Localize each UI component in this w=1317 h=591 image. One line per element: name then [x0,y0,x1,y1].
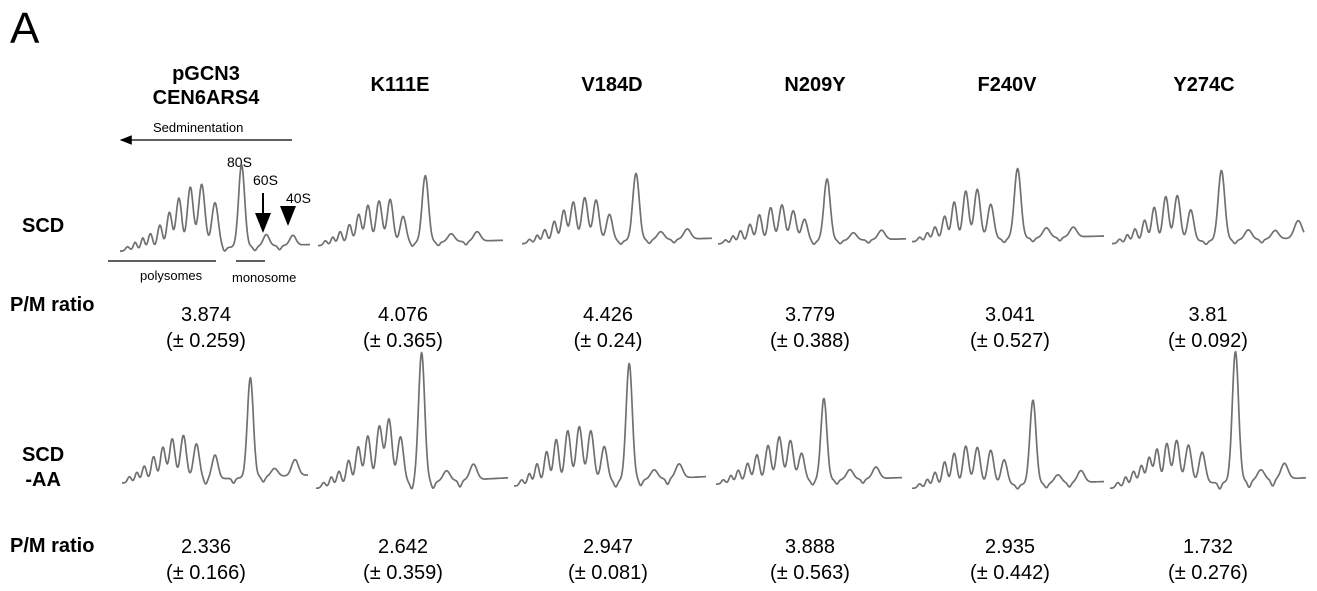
ratio-value: 3.888 [784,536,836,558]
column-header-line1: pGCN3 [172,63,240,85]
ratio-sd: (± 0.563) [770,562,850,584]
ratio-scd-k111e: 4.076 (± 0.365) [303,302,503,354]
peak-label-60s: 60S [253,172,278,188]
polysome-trace-aa-pgcn3 [121,376,309,485]
ratio-value: 3.81 [1188,304,1228,326]
polysome-trace-scd-n209y [717,178,907,246]
polysome-trace-aa-f240v [911,399,1105,490]
ratio-value: 2.336 [180,536,232,558]
column-header-pgcn3: pGCN3 CEN6ARS4 [106,62,306,110]
ratio-sd: (± 0.24) [573,330,643,352]
column-header-line2: CEN6ARS4 [152,87,260,109]
ratio-scd-f240v: 3.041 (± 0.527) [910,302,1110,354]
row-label-scd-aa: SCD -AA [22,443,64,493]
ratio-scd-y274c: 3.81 (± 0.092) [1108,302,1308,354]
ratio-aa-y274c: 1.732 (± 0.276) [1108,534,1308,586]
polysome-trace-scd-k111e [317,174,504,247]
ratio-sd: (± 0.092) [1168,330,1248,352]
monosome-label: monosome [232,270,297,285]
ratio-sd: (± 0.276) [1168,562,1248,584]
ratio-sd: (± 0.081) [568,562,648,584]
column-header-y274c: Y274C [1173,74,1235,96]
ratio-scd-n209y: 3.779 (± 0.388) [710,302,910,354]
column-header-k111e: K111E [370,74,430,96]
column-header-f240v: F240V [977,74,1037,96]
ratio-value: 1.732 [1182,536,1234,558]
ratio-scd-pgcn3: 3.874 (± 0.259) [106,302,306,354]
ratio-sd: (± 0.259) [166,330,246,352]
ratio-sd: (± 0.527) [970,330,1050,352]
panel-label: A [10,4,40,53]
column-header-n209y: N209Y [784,74,846,96]
ratio-value: 3.041 [984,304,1036,326]
ratio-label-scd: P/M ratio [10,294,95,316]
polysome-trace-aa-v184d [513,362,707,488]
ratio-value: 2.947 [582,536,634,558]
peak-label-40s: 40S [286,190,311,206]
column-header-v184d: V184D [581,74,643,96]
row-label-line2: -AA [25,469,61,491]
polysome-trace-aa-n209y [715,397,903,486]
ratio-aa-pgcn3: 2.336 (± 0.166) [106,534,306,586]
ratio-scd-v184d: 4.426 (± 0.24) [508,302,708,354]
polysome-trace-aa-y274c [1109,350,1307,490]
polysome-trace-scd-pgcn3 [119,164,311,252]
ratio-label-scd-aa: P/M ratio [10,535,95,557]
ratio-aa-f240v: 2.935 (± 0.442) [910,534,1110,586]
row-label-scd: SCD [22,215,65,237]
row-label-line1: SCD [22,444,65,466]
ratio-aa-k111e: 2.642 (± 0.359) [303,534,503,586]
ratio-value: 3.779 [784,304,836,326]
sedimentation-label: Sedminentation [153,120,244,135]
ratio-sd: (± 0.359) [363,562,443,584]
polysomes-label: polysomes [140,268,203,283]
ratio-value: 2.935 [984,536,1036,558]
ratio-sd: (± 0.442) [970,562,1050,584]
ratio-sd: (± 0.365) [363,330,443,352]
ratio-aa-n209y: 3.888 (± 0.563) [710,534,910,586]
polysome-trace-scd-y274c [1111,169,1305,246]
ratio-sd: (± 0.388) [770,330,850,352]
ratio-value: 4.426 [582,304,634,326]
ratio-aa-v184d: 2.947 (± 0.081) [508,534,708,586]
ratio-sd: (± 0.166) [166,562,246,584]
ratio-value: 4.076 [377,304,429,326]
ratio-value: 3.874 [180,304,232,326]
polysome-trace-scd-f240v [911,167,1105,244]
polysome-trace-aa-k111e [315,351,509,490]
ratio-value: 2.642 [377,536,429,558]
polysome-trace-scd-v184d [521,172,713,245]
peak-label-80s: 80S [227,154,252,170]
